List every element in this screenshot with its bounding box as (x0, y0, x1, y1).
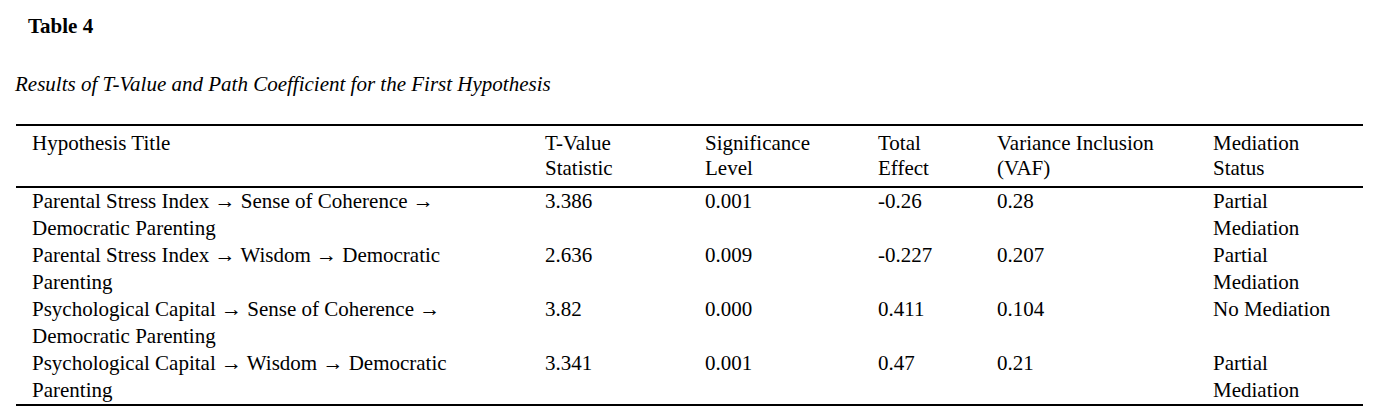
mediation-line: Partial (1213, 350, 1359, 377)
t-value: 3.341 (545, 350, 701, 377)
mediation-line: Mediation (1213, 215, 1359, 242)
header-line: T-Value (545, 131, 701, 156)
header-line: Statistic (545, 156, 701, 181)
significance-value: 0.000 (705, 296, 874, 323)
header-line: Variance Inclusion (997, 131, 1209, 156)
mediation-line: Partial (1213, 242, 1359, 269)
t-value: 2.636 (545, 242, 701, 269)
header-line: Status (1213, 156, 1359, 181)
table-row: Psychological Capital → Wisdom → Democra… (16, 350, 1363, 405)
cell-significance-level: 0.001 (705, 187, 878, 242)
hypothesis-line: Psychological Capital → Wisdom → Democra… (32, 350, 541, 377)
column-header-hypothesis-title: Hypothesis Title (16, 125, 545, 187)
table-row: Parental Stress Index → Sense of Coheren… (16, 187, 1363, 242)
cell-mediation-status: No Mediation (1213, 296, 1363, 350)
table-body: Parental Stress Index → Sense of Coheren… (16, 187, 1363, 405)
mediation-line: Mediation (1213, 377, 1359, 404)
header-line: Level (705, 156, 874, 181)
cell-significance-level: 0.009 (705, 242, 878, 296)
t-value: 3.386 (545, 188, 701, 215)
cell-t-value: 2.636 (545, 242, 705, 296)
hypothesis-line: Parenting (32, 269, 541, 296)
significance-value: 0.001 (705, 188, 874, 215)
cell-hypothesis-title: Psychological Capital → Wisdom → Democra… (16, 350, 545, 405)
column-header-variance-inclusion-vaf: Variance Inclusion (VAF) (997, 125, 1213, 187)
header-line: Mediation (1213, 131, 1359, 156)
cell-total-effect: -0.26 (878, 187, 997, 242)
total-effect-value: -0.26 (878, 188, 993, 215)
total-effect-value: -0.227 (878, 242, 993, 269)
header-row: Hypothesis Title T-Value Statistic Signi… (16, 125, 1363, 187)
cell-vaf: 0.21 (997, 350, 1213, 405)
cell-mediation-status: Partial Mediation (1213, 187, 1363, 242)
table-header: Hypothesis Title T-Value Statistic Signi… (16, 125, 1363, 187)
t-value: 3.82 (545, 296, 701, 323)
results-table: Hypothesis Title T-Value Statistic Signi… (16, 124, 1363, 406)
table-row: Parental Stress Index → Wisdom → Democra… (16, 242, 1363, 296)
cell-vaf: 0.207 (997, 242, 1213, 296)
cell-t-value: 3.341 (545, 350, 705, 405)
cell-t-value: 3.386 (545, 187, 705, 242)
cell-significance-level: 0.000 (705, 296, 878, 350)
cell-vaf: 0.28 (997, 187, 1213, 242)
cell-mediation-status: Partial Mediation (1213, 242, 1363, 296)
column-header-total-effect: Total Effect (878, 125, 997, 187)
header-line: Total (878, 131, 993, 156)
vaf-value: 0.21 (997, 350, 1209, 377)
total-effect-value: 0.411 (878, 296, 993, 323)
hypothesis-line: Psychological Capital → Sense of Coheren… (32, 296, 541, 323)
cell-significance-level: 0.001 (705, 350, 878, 405)
header-line: Effect (878, 156, 993, 181)
header-line: Significance (705, 131, 874, 156)
column-header-t-value-statistic: T-Value Statistic (545, 125, 705, 187)
mediation-line: No Mediation (1213, 296, 1359, 323)
hypothesis-line: Democratic Parenting (32, 323, 541, 350)
cell-hypothesis-title: Parental Stress Index → Sense of Coheren… (16, 187, 545, 242)
cell-total-effect: 0.411 (878, 296, 997, 350)
mediation-line: Mediation (1213, 269, 1359, 296)
vaf-value: 0.104 (997, 296, 1209, 323)
table-row: Psychological Capital → Sense of Coheren… (16, 296, 1363, 350)
cell-total-effect: 0.47 (878, 350, 997, 405)
hypothesis-line: Parental Stress Index → Sense of Coheren… (32, 188, 541, 215)
cell-hypothesis-title: Parental Stress Index → Wisdom → Democra… (16, 242, 545, 296)
cell-mediation-status: Partial Mediation (1213, 350, 1363, 405)
table-number-label: Table 4 (28, 14, 93, 39)
cell-vaf: 0.104 (997, 296, 1213, 350)
cell-hypothesis-title: Psychological Capital → Sense of Coheren… (16, 296, 545, 350)
table-caption: Results of T-Value and Path Coefficient … (15, 72, 551, 97)
document-page: Table 4 Results of T-Value and Path Coef… (0, 0, 1386, 415)
vaf-value: 0.207 (997, 242, 1209, 269)
vaf-value: 0.28 (997, 188, 1209, 215)
hypothesis-line: Parental Stress Index → Wisdom → Democra… (32, 242, 541, 269)
hypothesis-line: Parenting (32, 377, 541, 404)
header-line: (VAF) (997, 156, 1209, 181)
header-line: Hypothesis Title (32, 131, 541, 156)
total-effect-value: 0.47 (878, 350, 993, 377)
column-header-significance-level: Significance Level (705, 125, 878, 187)
column-header-mediation-status: Mediation Status (1213, 125, 1363, 187)
hypothesis-line: Democratic Parenting (32, 215, 541, 242)
significance-value: 0.001 (705, 350, 874, 377)
significance-value: 0.009 (705, 242, 874, 269)
cell-total-effect: -0.227 (878, 242, 997, 296)
mediation-line: Partial (1213, 188, 1359, 215)
cell-t-value: 3.82 (545, 296, 705, 350)
